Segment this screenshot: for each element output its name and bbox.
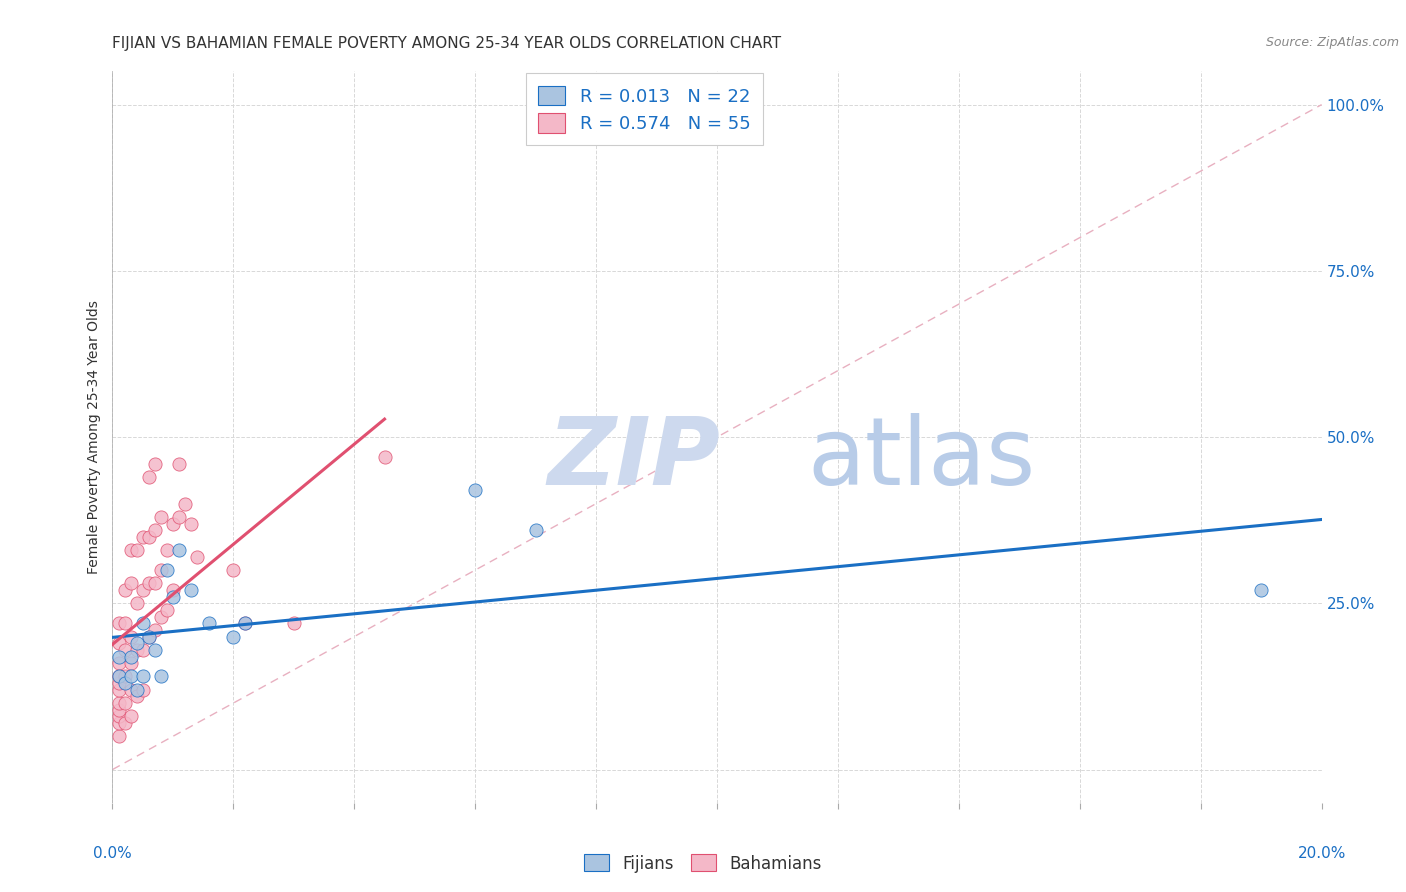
Point <box>107 649 129 664</box>
Point <box>132 582 155 597</box>
Point <box>156 603 179 617</box>
Point <box>143 457 166 471</box>
Point <box>149 609 172 624</box>
Point <box>138 576 160 591</box>
Point <box>114 582 136 597</box>
Text: 20.0%: 20.0% <box>1298 846 1346 861</box>
Point <box>143 576 166 591</box>
Point <box>125 636 148 650</box>
Point <box>125 596 148 610</box>
Point <box>143 643 166 657</box>
Point <box>125 643 148 657</box>
Text: atlas: atlas <box>807 413 1036 505</box>
Point <box>156 563 179 577</box>
Point <box>132 616 155 631</box>
Point <box>149 563 172 577</box>
Text: 0.0%: 0.0% <box>93 846 132 861</box>
Point <box>138 630 160 644</box>
Point <box>125 690 148 704</box>
Point <box>167 457 190 471</box>
Point <box>283 616 305 631</box>
Point <box>156 543 179 558</box>
Point <box>524 523 547 537</box>
Point <box>120 630 142 644</box>
Point <box>125 682 148 697</box>
Point <box>107 636 129 650</box>
Point <box>174 497 197 511</box>
Point <box>107 669 129 683</box>
Point <box>114 669 136 683</box>
Point <box>186 549 208 564</box>
Legend: R = 0.013   N = 22, R = 0.574   N = 55: R = 0.013 N = 22, R = 0.574 N = 55 <box>526 73 763 145</box>
Point <box>107 716 129 731</box>
Legend: Fijians, Bahamians: Fijians, Bahamians <box>578 847 828 880</box>
Point <box>222 630 245 644</box>
Point <box>464 483 486 498</box>
Point <box>138 530 160 544</box>
Point <box>107 729 129 743</box>
Point <box>120 656 142 670</box>
Point <box>114 676 136 690</box>
Point <box>132 669 155 683</box>
Point <box>149 669 172 683</box>
Point <box>107 682 129 697</box>
Point <box>235 616 257 631</box>
Point <box>114 616 136 631</box>
Point <box>107 616 129 631</box>
Point <box>114 716 136 731</box>
Point <box>120 576 142 591</box>
Point <box>114 643 136 657</box>
Point <box>120 669 142 683</box>
Point <box>374 450 396 464</box>
Point <box>235 616 257 631</box>
Point <box>162 516 184 531</box>
Point <box>114 696 136 710</box>
Point <box>120 682 142 697</box>
Point <box>1250 582 1272 597</box>
Point <box>107 709 129 723</box>
Text: ZIP: ZIP <box>548 413 721 505</box>
Text: Source: ZipAtlas.com: Source: ZipAtlas.com <box>1265 36 1399 49</box>
Point <box>107 696 129 710</box>
Point <box>138 630 160 644</box>
Point <box>162 582 184 597</box>
Point <box>138 470 160 484</box>
Point <box>107 703 129 717</box>
Point <box>132 682 155 697</box>
Point <box>125 543 148 558</box>
Point <box>198 616 221 631</box>
Point <box>180 582 202 597</box>
Point <box>167 509 190 524</box>
Point <box>162 590 184 604</box>
Point <box>180 516 202 531</box>
Point <box>120 543 142 558</box>
Point <box>132 530 155 544</box>
Point <box>132 643 155 657</box>
Point <box>167 543 190 558</box>
Y-axis label: Female Poverty Among 25-34 Year Olds: Female Poverty Among 25-34 Year Olds <box>87 300 101 574</box>
Point <box>120 709 142 723</box>
Point <box>107 656 129 670</box>
Text: FIJIAN VS BAHAMIAN FEMALE POVERTY AMONG 25-34 YEAR OLDS CORRELATION CHART: FIJIAN VS BAHAMIAN FEMALE POVERTY AMONG … <box>112 36 782 51</box>
Point <box>107 676 129 690</box>
Point <box>149 509 172 524</box>
Point <box>143 523 166 537</box>
Point <box>107 669 129 683</box>
Point <box>120 649 142 664</box>
Point <box>143 623 166 637</box>
Point <box>222 563 245 577</box>
